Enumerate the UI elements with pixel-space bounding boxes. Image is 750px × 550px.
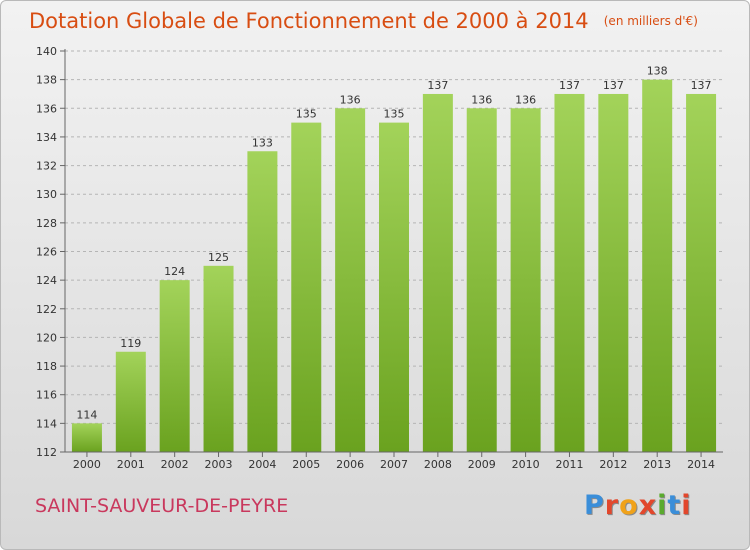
brand-letter: P <box>584 490 605 521</box>
bar-value-label: 136 <box>471 93 492 106</box>
y-tick-label: 112 <box>36 446 57 459</box>
commune-name: SAINT-SAUVEUR-DE-PEYRE <box>35 495 289 517</box>
bar <box>203 265 234 452</box>
bar-value-label: 138 <box>647 65 668 78</box>
bar <box>422 93 453 452</box>
y-tick-label: 128 <box>36 217 57 230</box>
brand-letter: x <box>638 490 658 521</box>
x-tick-label: 2002 <box>161 458 189 471</box>
bar <box>510 108 541 453</box>
bar <box>554 93 585 452</box>
y-tick-label: 140 <box>36 45 57 58</box>
bar-value-label: 136 <box>515 93 536 106</box>
chart-title: Dotation Globale de Fonctionnement de 20… <box>29 9 589 33</box>
y-tick-label: 126 <box>36 246 57 259</box>
brand-letter: r <box>604 490 620 521</box>
bar-value-label: 114 <box>76 408 97 421</box>
y-tick-label: 124 <box>36 274 57 287</box>
y-tick-label: 114 <box>36 417 57 430</box>
bar <box>335 108 366 453</box>
bar-value-label: 119 <box>120 337 141 350</box>
x-tick-label: 2009 <box>468 458 496 471</box>
bar-value-label: 137 <box>427 79 448 92</box>
bar <box>247 151 278 452</box>
x-tick-label: 2007 <box>380 458 408 471</box>
x-tick-label: 2006 <box>336 458 364 471</box>
y-tick-label: 130 <box>36 188 57 201</box>
bar-value-label: 136 <box>340 93 361 106</box>
bar <box>71 423 102 452</box>
bar-value-label: 125 <box>208 251 229 264</box>
x-tick-label: 2004 <box>248 458 276 471</box>
x-tick-label: 2005 <box>292 458 320 471</box>
brand-letter: i <box>657 490 668 521</box>
brand-letter: t <box>667 490 682 521</box>
bar <box>466 108 497 453</box>
bar-value-label: 135 <box>296 108 317 121</box>
bar <box>159 280 190 452</box>
x-tick-label: 2000 <box>73 458 101 471</box>
x-tick-label: 2003 <box>205 458 233 471</box>
y-tick-label: 118 <box>36 360 57 373</box>
x-tick-label: 2013 <box>643 458 671 471</box>
bar-value-label: 133 <box>252 136 273 149</box>
y-tick-label: 120 <box>36 331 57 344</box>
y-tick-label: 116 <box>36 389 57 402</box>
bar-value-label: 137 <box>691 79 712 92</box>
x-tick-label: 2001 <box>117 458 145 471</box>
bar-value-label: 137 <box>603 79 624 92</box>
x-tick-label: 2008 <box>424 458 452 471</box>
proxiti-logo: Proxiti <box>584 490 692 521</box>
brand-letter: o <box>619 490 639 521</box>
x-tick-label: 2014 <box>687 458 715 471</box>
y-tick-label: 134 <box>36 131 57 144</box>
x-tick-label: 2010 <box>512 458 540 471</box>
y-tick-label: 138 <box>36 74 57 87</box>
bar <box>291 122 322 452</box>
bar <box>686 93 717 452</box>
brand-letter: i <box>681 490 692 521</box>
bar-value-label: 137 <box>559 79 580 92</box>
y-tick-label: 132 <box>36 160 57 173</box>
bar <box>115 351 146 452</box>
y-tick-label: 122 <box>36 303 57 316</box>
chart-unit: (en milliers d'€) <box>603 14 698 28</box>
bar <box>598 93 629 452</box>
bar-value-label: 124 <box>164 265 185 278</box>
bar-value-label: 135 <box>384 108 405 121</box>
y-tick-label: 136 <box>36 102 57 115</box>
bar <box>642 79 673 453</box>
x-tick-label: 2011 <box>555 458 583 471</box>
x-tick-label: 2012 <box>599 458 627 471</box>
title-row: Dotation Globale de Fonctionnement de 20… <box>29 9 698 33</box>
bar <box>379 122 409 452</box>
